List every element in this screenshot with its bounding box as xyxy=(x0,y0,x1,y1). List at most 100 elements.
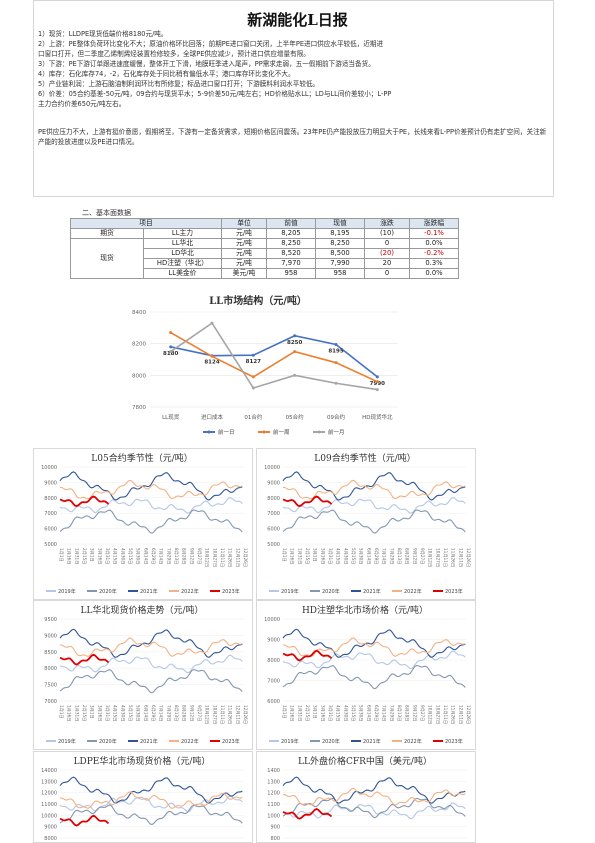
group-label: 现货 xyxy=(70,238,144,279)
row-pct: 0.0% xyxy=(409,238,459,249)
data-point xyxy=(375,388,379,392)
row-pct: 0.0% xyxy=(409,268,459,279)
y-tick-label: 7000 xyxy=(44,699,57,705)
y-tick-label: 11000 xyxy=(41,802,57,808)
legend-label: 2022年 xyxy=(404,738,422,745)
series-line xyxy=(282,471,466,501)
data-point xyxy=(293,373,297,377)
row-name: LD华北 xyxy=(143,248,222,259)
legend-label: 2023年 xyxy=(445,588,463,595)
l05-seasonal-chart: L05合约季节性（元/吨） 5000 6000 7000 8000 9000 10000 1月… xyxy=(41,452,248,595)
row-chg: 0 xyxy=(364,268,410,279)
series-line xyxy=(59,628,243,658)
series-line xyxy=(60,479,243,500)
summary-line: 6）价差：05合约基差-50元/吨，09合约与现货平水；5-9价差50元/吨左右… xyxy=(38,90,392,98)
summary-line: 3）下游：PE下游订单跟进速度缓慢，整体开工下滑，地膜旺季进入尾声，PP需求走弱… xyxy=(38,60,375,68)
series-line xyxy=(282,787,466,806)
x-tick-label: 11月26日 xyxy=(227,548,233,567)
legend-label: 2019年 xyxy=(281,588,299,595)
x-tick-label: 3月1日 xyxy=(312,548,318,562)
row-cur: 7,990 xyxy=(315,258,365,269)
data-point xyxy=(293,350,297,354)
x-tick-label: 12月26日 xyxy=(242,548,248,567)
table-row: 现货 LL华北 元/吨 8,250 8,250 0 0.0% xyxy=(70,238,459,279)
series-line xyxy=(59,791,243,809)
x-tick-label: 2月15日 xyxy=(81,705,87,721)
x-tick-label: 2月15日 xyxy=(304,705,310,721)
summary-line: 5）产业链利润：上游石脑油制利润环比有所修复；标品进口窗口打开；下游膜料利润水平… xyxy=(38,80,320,88)
fundamentals-table: 项目 单位 前值 现值 涨跌 涨跌幅 期货 LL主力 元/吨 8,205 8,1… xyxy=(70,218,459,279)
x-tick-label: 8月28日 xyxy=(181,548,187,564)
y-tick-label: 7000 xyxy=(267,679,280,685)
header-chg: 涨跌 xyxy=(364,218,410,229)
series-line xyxy=(282,497,466,514)
series-line xyxy=(59,814,110,827)
y-tick-label: 6000 xyxy=(267,527,280,533)
x-tick-label: 11月11日 xyxy=(219,548,225,567)
row-chg: (20) xyxy=(364,248,410,259)
summary-line: 1）现货：LLDPE现货低端价格8180元/吨。 xyxy=(38,30,168,38)
summary-line: 主力合约价差650元/吨左右。 xyxy=(38,100,126,108)
section-heading: 二、基本面数据 xyxy=(82,209,131,217)
legend-label: 2023年 xyxy=(222,738,240,745)
data-point xyxy=(251,386,255,390)
row-unit: 元/吨 xyxy=(221,228,267,239)
summary-line: 2）上游：PE整体负荷环比变化不大；原油价格环比回落；前期PE进口窗口关闭，上半… xyxy=(38,40,384,48)
y-tick-label: 7500 xyxy=(44,683,57,689)
table-row: 期货 LL主力 元/吨 8,205 8,195 (10) -0.1% xyxy=(70,228,459,239)
x-tick-label: 5月15日 xyxy=(127,705,133,721)
x-tick-label: 7月29日 xyxy=(165,548,171,564)
x-tick-label: 3月16日 xyxy=(319,548,325,564)
series-line xyxy=(59,653,110,666)
legend-label: 2019年 xyxy=(281,738,299,745)
row-pct: -0.2% xyxy=(409,248,459,259)
x-tick-label: 6月29日 xyxy=(373,705,379,721)
x-tick-label: 6月14日 xyxy=(365,548,371,564)
series-line xyxy=(59,495,110,508)
table-header-row: 项目 单位 前值 现值 涨跌 涨跌幅 xyxy=(70,218,459,229)
row-chg: 20 xyxy=(364,258,410,269)
row-name: HD注塑（华北） xyxy=(143,258,222,269)
y-tick-label: 9000 xyxy=(267,480,280,486)
x-tick-label: 7月29日 xyxy=(165,705,171,721)
series-line xyxy=(282,797,466,819)
data-point xyxy=(210,321,214,325)
x-tick-label: 8月13日 xyxy=(173,548,179,564)
x-tick-label: 进口成本 xyxy=(201,413,224,421)
y-tick-label: 8000 xyxy=(267,496,280,502)
chart-title: L09合约季节性（元/吨） xyxy=(314,452,415,464)
chart-title: LL华北现货价格走势（元/吨） xyxy=(81,604,204,616)
header-pct: 涨跌幅 xyxy=(409,218,459,229)
x-tick-label: 10月27日 xyxy=(211,705,217,724)
x-tick-label: 10月27日 xyxy=(434,705,440,724)
x-tick-label: 3月1日 xyxy=(312,705,318,719)
y-tick-label: 6000 xyxy=(267,699,280,705)
x-tick-label: 9月27日 xyxy=(419,705,425,721)
legend-label: 2021年 xyxy=(363,588,381,595)
y-tick-label: 9000 xyxy=(44,480,57,486)
x-tick-label: 3月31日 xyxy=(104,705,110,721)
table-row: LL美金价 美元/吨 958 958 0 0.0% xyxy=(71,268,459,279)
summary-box xyxy=(33,0,554,197)
y-tick-label: 8000 xyxy=(44,666,57,672)
x-tick-label: 4月30日 xyxy=(119,548,125,564)
y-tick-label: 1200 xyxy=(267,791,280,797)
series-line xyxy=(282,802,466,819)
header-cur: 现值 xyxy=(315,218,365,229)
x-tick-label: LL现货 xyxy=(162,413,180,421)
x-tick-label: 7月29日 xyxy=(388,548,394,564)
data-point xyxy=(334,361,338,365)
x-tick-label: 3月31日 xyxy=(327,705,333,721)
summary-line: 4）库存：石化库存74，-2，石化库存处于同比稍有偏低水平；港口库存环比变化不大… xyxy=(38,70,295,78)
header-item: 项目 xyxy=(70,218,222,229)
row-pct: -0.1% xyxy=(409,228,459,239)
series-line xyxy=(282,776,466,804)
ldpe-north-spot-chart: LDPE华北市场现货价格（元/吨） 8000 9000 10000 11000 12000… xyxy=(41,755,244,841)
row-unit: 美元/吨 xyxy=(221,268,267,279)
x-tick-label: 2月15日 xyxy=(81,548,87,564)
data-label: 8124 xyxy=(204,360,219,366)
x-tick-label: 1月31日 xyxy=(73,705,79,721)
row-prev: 8,250 xyxy=(266,238,316,249)
row-prev: 958 xyxy=(266,268,316,279)
series-line xyxy=(282,495,333,508)
